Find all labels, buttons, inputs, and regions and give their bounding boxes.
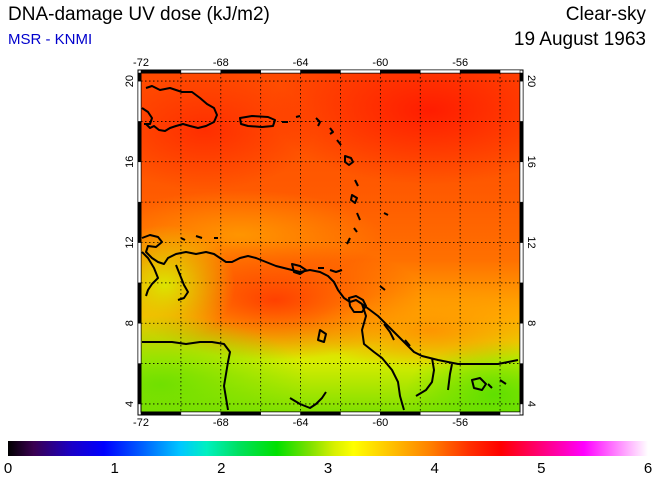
frame-segment bbox=[459, 411, 501, 416]
frame-segment bbox=[137, 322, 142, 364]
latitude-tick-label: 16 bbox=[525, 156, 537, 168]
frame-segment bbox=[260, 411, 301, 416]
frame-segment bbox=[180, 69, 222, 74]
latitude-tick-label: 4 bbox=[124, 401, 136, 407]
longitude-tick-label: -68 bbox=[213, 417, 229, 429]
latitude-tick-label: 20 bbox=[525, 75, 537, 87]
frame-segment bbox=[380, 411, 421, 416]
frame-segment bbox=[137, 161, 142, 203]
data-source-label: MSR - KNMI bbox=[8, 31, 93, 48]
frame-segment bbox=[220, 411, 261, 416]
longitude-tick-label: -64 bbox=[293, 57, 309, 69]
frame-segment bbox=[519, 201, 524, 243]
frame-segment bbox=[519, 121, 524, 163]
longitude-ticks-bottom: -72 -68 -64 -60 -56 bbox=[133, 417, 468, 429]
latitude-tick-label: 8 bbox=[124, 320, 136, 326]
latitude-tick-label: 4 bbox=[525, 401, 537, 407]
longitude-tick-label: -56 bbox=[452, 57, 468, 69]
frame-segment bbox=[260, 69, 301, 74]
frame-segment bbox=[137, 363, 142, 405]
colorbar bbox=[8, 441, 648, 456]
longitude-ticks-top: -72 -68 -64 -60 -56 bbox=[133, 57, 468, 69]
frame-segment bbox=[140, 411, 182, 416]
frame-segment bbox=[137, 80, 142, 122]
longitude-tick-label: -60 bbox=[372, 57, 388, 69]
date-label: 19 August 1963 bbox=[513, 29, 646, 50]
frame-segment bbox=[300, 69, 341, 74]
longitude-tick-label: -72 bbox=[133, 417, 149, 429]
frame-segment bbox=[137, 242, 142, 284]
frame-segment bbox=[180, 411, 222, 416]
frame-segment bbox=[137, 282, 142, 324]
latitude-tick-label: 20 bbox=[124, 75, 136, 87]
frame-segment bbox=[140, 69, 182, 74]
frame-segment bbox=[519, 161, 524, 203]
longitude-tick-label: -64 bbox=[293, 417, 309, 429]
frame-segment bbox=[137, 121, 142, 163]
uv-field bbox=[141, 73, 520, 412]
frame-segment bbox=[519, 80, 524, 122]
latitude-tick-label: 12 bbox=[525, 236, 537, 248]
latitude-ticks-right: 4 8 12 16 20 bbox=[525, 75, 537, 407]
colorbar-tick-label: 6 bbox=[643, 460, 653, 477]
frame-segment bbox=[519, 242, 524, 284]
latitude-tick-label: 12 bbox=[124, 236, 136, 248]
latitude-ticks-left: 4 8 12 16 20 bbox=[124, 75, 136, 407]
frame-segment bbox=[137, 201, 142, 243]
colorbar-tick-label: 1 bbox=[110, 460, 119, 477]
colorbar-tick-label: 3 bbox=[323, 460, 333, 477]
longitude-tick-label: -68 bbox=[213, 57, 229, 69]
frame-segment bbox=[499, 411, 521, 416]
frame-segment bbox=[340, 69, 381, 74]
longitude-tick-label: -60 bbox=[372, 417, 388, 429]
coastlines bbox=[141, 85, 519, 411]
frame-segment bbox=[420, 411, 461, 416]
frame-segment bbox=[220, 69, 261, 74]
frame-segment bbox=[340, 411, 381, 416]
frame-segment bbox=[300, 411, 341, 416]
colorbar-tick-label: 2 bbox=[217, 460, 226, 477]
frame-segment bbox=[459, 69, 501, 74]
colorbar-tick-label: 0 bbox=[3, 460, 13, 477]
frame-segment bbox=[420, 69, 461, 74]
longitude-tick-label: -56 bbox=[452, 417, 468, 429]
frame-segment bbox=[137, 72, 142, 82]
map-title: DNA-damage UV dose (kJ/m2) bbox=[8, 4, 270, 25]
colorbar-tick-label: 4 bbox=[430, 460, 439, 477]
sky-condition-label: Clear-sky bbox=[565, 4, 646, 25]
latitude-tick-label: 16 bbox=[124, 156, 136, 168]
frame-segment bbox=[519, 363, 524, 405]
map-grid bbox=[141, 73, 520, 412]
colorbar-tick-label: 5 bbox=[537, 460, 546, 477]
map-frame bbox=[137, 69, 524, 416]
frame-segment bbox=[380, 69, 421, 74]
frame-segment bbox=[519, 72, 524, 82]
frame-segment bbox=[499, 69, 521, 74]
longitude-tick-label: -72 bbox=[133, 57, 149, 69]
latitude-tick-label: 8 bbox=[525, 320, 537, 326]
frame-segment bbox=[519, 322, 524, 364]
frame-segment bbox=[519, 282, 524, 324]
